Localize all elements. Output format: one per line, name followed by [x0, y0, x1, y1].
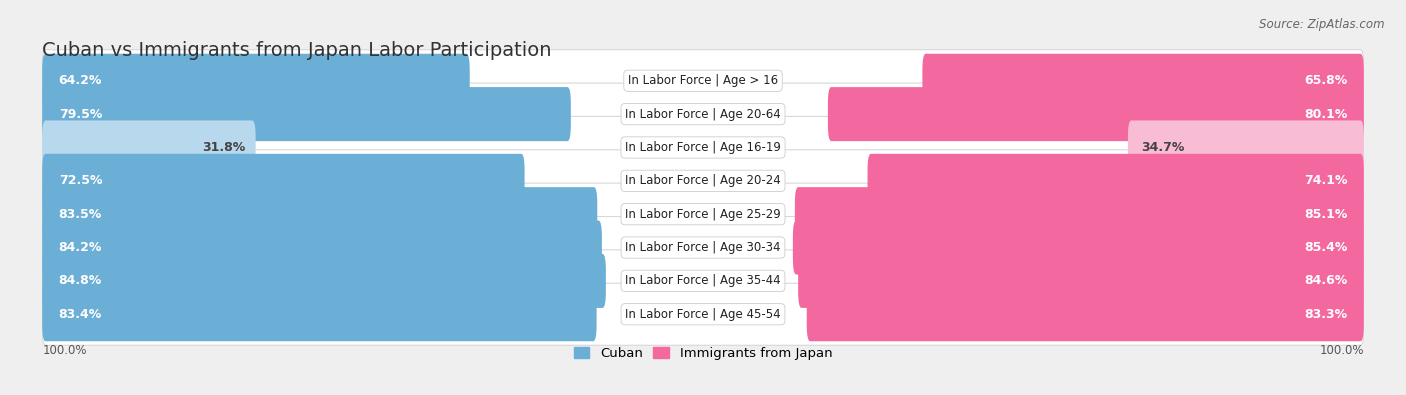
Text: Source: ZipAtlas.com: Source: ZipAtlas.com	[1260, 18, 1385, 31]
FancyBboxPatch shape	[42, 54, 470, 108]
FancyBboxPatch shape	[42, 120, 256, 175]
FancyBboxPatch shape	[1128, 120, 1364, 175]
Text: 100.0%: 100.0%	[42, 344, 87, 357]
Text: 83.5%: 83.5%	[59, 208, 103, 221]
FancyBboxPatch shape	[42, 254, 606, 308]
FancyBboxPatch shape	[922, 54, 1364, 108]
FancyBboxPatch shape	[794, 187, 1364, 241]
Text: 84.2%: 84.2%	[59, 241, 103, 254]
Text: In Labor Force | Age 16-19: In Labor Force | Age 16-19	[626, 141, 780, 154]
FancyBboxPatch shape	[42, 150, 1364, 212]
Text: 85.4%: 85.4%	[1303, 241, 1347, 254]
Text: In Labor Force | Age > 16: In Labor Force | Age > 16	[628, 74, 778, 87]
FancyBboxPatch shape	[42, 117, 1364, 179]
Text: 64.2%: 64.2%	[59, 74, 103, 87]
Text: Cuban vs Immigrants from Japan Labor Participation: Cuban vs Immigrants from Japan Labor Par…	[42, 41, 551, 60]
FancyBboxPatch shape	[42, 287, 596, 341]
FancyBboxPatch shape	[42, 220, 602, 275]
FancyBboxPatch shape	[799, 254, 1364, 308]
Text: 85.1%: 85.1%	[1303, 208, 1347, 221]
FancyBboxPatch shape	[42, 154, 524, 208]
Text: 79.5%: 79.5%	[59, 107, 103, 120]
FancyBboxPatch shape	[42, 187, 598, 241]
Text: 74.1%: 74.1%	[1303, 174, 1347, 187]
Text: 84.6%: 84.6%	[1303, 275, 1347, 288]
Text: 80.1%: 80.1%	[1303, 107, 1347, 120]
Legend: Cuban, Immigrants from Japan: Cuban, Immigrants from Japan	[568, 341, 838, 365]
Text: 84.8%: 84.8%	[59, 275, 103, 288]
Text: In Labor Force | Age 25-29: In Labor Force | Age 25-29	[626, 208, 780, 221]
Text: In Labor Force | Age 20-24: In Labor Force | Age 20-24	[626, 174, 780, 187]
Text: 83.4%: 83.4%	[59, 308, 103, 321]
Text: 65.8%: 65.8%	[1303, 74, 1347, 87]
FancyBboxPatch shape	[42, 250, 1364, 312]
FancyBboxPatch shape	[42, 216, 1364, 278]
FancyBboxPatch shape	[793, 220, 1364, 275]
Text: In Labor Force | Age 35-44: In Labor Force | Age 35-44	[626, 275, 780, 288]
Text: 100.0%: 100.0%	[1319, 344, 1364, 357]
FancyBboxPatch shape	[42, 87, 571, 141]
FancyBboxPatch shape	[828, 87, 1364, 141]
Text: In Labor Force | Age 30-34: In Labor Force | Age 30-34	[626, 241, 780, 254]
FancyBboxPatch shape	[42, 283, 1364, 345]
Text: 34.7%: 34.7%	[1142, 141, 1184, 154]
FancyBboxPatch shape	[42, 83, 1364, 145]
Text: 31.8%: 31.8%	[202, 141, 246, 154]
Text: In Labor Force | Age 20-64: In Labor Force | Age 20-64	[626, 107, 780, 120]
Text: 83.3%: 83.3%	[1305, 308, 1347, 321]
Text: In Labor Force | Age 45-54: In Labor Force | Age 45-54	[626, 308, 780, 321]
FancyBboxPatch shape	[807, 287, 1364, 341]
Text: 72.5%: 72.5%	[59, 174, 103, 187]
FancyBboxPatch shape	[42, 50, 1364, 112]
FancyBboxPatch shape	[42, 183, 1364, 245]
FancyBboxPatch shape	[868, 154, 1364, 208]
